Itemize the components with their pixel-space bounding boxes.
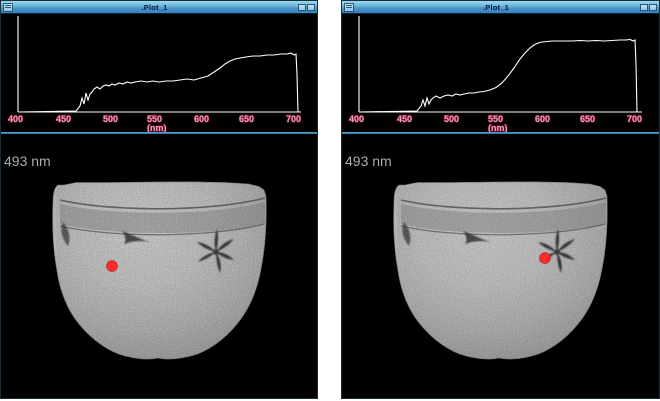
svg-text:(nm): (nm) <box>147 123 167 132</box>
svg-text:450: 450 <box>397 114 412 124</box>
svg-text:650: 650 <box>239 114 254 124</box>
svg-text:650: 650 <box>580 114 595 124</box>
svg-text:450: 450 <box>56 114 71 124</box>
svg-text:500: 500 <box>444 114 459 124</box>
svg-text:(nm): (nm) <box>488 123 508 132</box>
svg-text:600: 600 <box>194 114 209 124</box>
svg-text:700: 700 <box>286 114 301 124</box>
svg-text:400: 400 <box>8 114 23 124</box>
svg-text:600: 600 <box>535 114 550 124</box>
svg-text:700: 700 <box>627 114 642 124</box>
svg-text:500: 500 <box>103 114 118 124</box>
svg-text:400: 400 <box>349 114 364 124</box>
